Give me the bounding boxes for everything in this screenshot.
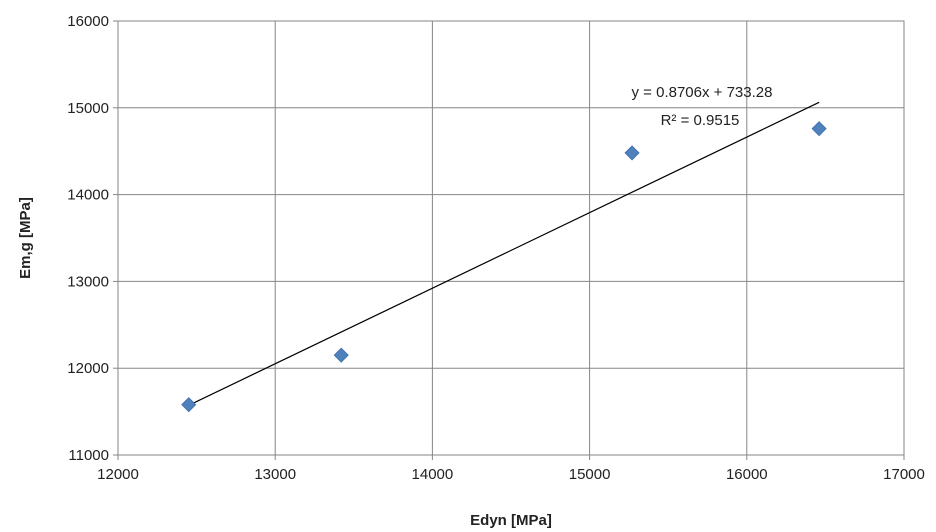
data-points (181, 121, 827, 413)
x-axis-ticks: 12000 13000 14000 15000 16000 17000 (97, 455, 925, 483)
trendline (188, 101, 820, 406)
y-tick-label: 11000 (68, 447, 109, 464)
x-tick-label: 12000 (97, 466, 139, 483)
plot-area (117, 20, 905, 456)
y-axis-ticks: 11000 12000 13000 14000 15000 16000 (67, 13, 118, 464)
x-tick-label: 16000 (726, 466, 768, 483)
r-squared-label: R² = 0.9515 (661, 112, 740, 129)
data-point (811, 121, 827, 137)
y-tick-label: 15000 (67, 100, 109, 117)
y-axis-title: Em,g [MPa] (17, 197, 34, 279)
trendline-equation: y = 0.8706x + 733.28 (632, 84, 773, 101)
grid-lines (118, 21, 904, 455)
x-axis-title: Edyn [MPa] (470, 512, 552, 529)
x-tick-label: 17000 (883, 466, 925, 483)
data-point (624, 145, 640, 161)
y-tick-label: 13000 (67, 273, 109, 290)
x-tick-label: 14000 (412, 466, 454, 483)
y-tick-label: 14000 (67, 187, 109, 204)
y-tick-label: 16000 (67, 13, 109, 30)
y-tick-label: 12000 (67, 360, 109, 377)
x-tick-label: 15000 (569, 466, 611, 483)
data-point (333, 347, 349, 363)
data-point (181, 397, 197, 413)
x-tick-label: 13000 (254, 466, 296, 483)
